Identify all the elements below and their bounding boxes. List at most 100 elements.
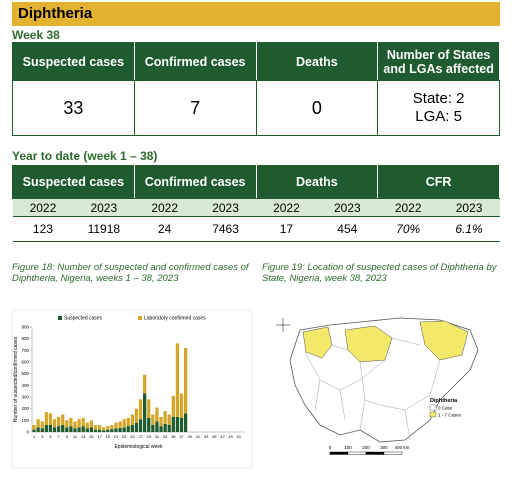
year: 2023 xyxy=(73,198,135,217)
y-tick-label: 500 xyxy=(21,371,29,376)
bar-segment xyxy=(126,418,130,427)
bar-segment xyxy=(151,414,155,425)
bar-segment xyxy=(56,416,61,427)
bar-segment xyxy=(122,419,126,428)
bar-segment xyxy=(163,423,167,432)
y-tick-label: 600 xyxy=(21,360,29,365)
x-tick-label: 33 xyxy=(163,434,168,439)
bar-segment xyxy=(44,412,48,425)
legend-swatch xyxy=(58,316,62,320)
bar-segment xyxy=(77,419,81,428)
bar-segment xyxy=(52,419,57,428)
x-tick-label: 23 xyxy=(122,434,127,439)
year-row: 2022 2023 2022 2023 2022 2023 2022 2023 xyxy=(12,198,500,217)
cell: 70% xyxy=(377,216,439,242)
year: 2022 xyxy=(134,198,196,217)
bar-segment xyxy=(143,374,147,394)
x-tick-label: 9 xyxy=(66,434,69,439)
bar-segment xyxy=(69,418,73,427)
x-tick-label: 37 xyxy=(179,434,184,439)
y-tick-label: 900 xyxy=(21,325,29,330)
bar-segment xyxy=(183,348,188,414)
bar-segment xyxy=(138,419,143,432)
bar-segment xyxy=(143,393,147,432)
scale-label: 200 xyxy=(362,445,370,450)
bar-segment xyxy=(73,421,77,429)
scale-label: 400 km xyxy=(395,445,410,450)
x-tick-label: 17 xyxy=(97,434,102,439)
bar-segment xyxy=(179,418,184,432)
x-tick-label: 29 xyxy=(147,434,152,439)
bar-segment xyxy=(85,428,89,432)
bar-segment xyxy=(48,413,53,425)
bar-segment xyxy=(118,421,122,428)
chart-frame xyxy=(11,309,253,469)
bar-segment xyxy=(175,343,180,417)
map xyxy=(276,317,479,443)
y-tick-label: 300 xyxy=(21,395,29,400)
north-arrow xyxy=(276,318,290,332)
cell: 24 xyxy=(134,216,196,242)
bar-segment xyxy=(159,416,163,427)
states-affected: State: 2 xyxy=(412,90,465,107)
scale-label: 300 xyxy=(380,445,388,450)
bar-segment xyxy=(151,425,155,432)
state-affected xyxy=(419,320,469,361)
bar-segment xyxy=(81,426,85,432)
bar-segment xyxy=(36,427,40,432)
y-tick-label: 100 xyxy=(21,418,29,423)
bar-segment xyxy=(61,425,65,432)
bar-segment xyxy=(147,418,151,432)
legend-label: Laboratory confirmed cases xyxy=(144,316,206,322)
column-header: Confirmed cases xyxy=(133,42,257,81)
year: 2022 xyxy=(12,198,74,217)
bar-segment xyxy=(171,395,175,417)
section-title: Diphtheria xyxy=(12,2,500,26)
lgas-affected: LGA: 5 xyxy=(415,108,462,125)
bar-segment xyxy=(179,393,184,418)
ytd-table: Suspected cases Confirmed cases Deaths CFR 2… xyxy=(12,165,500,242)
bar-segment xyxy=(122,427,126,432)
bar-segment xyxy=(73,428,77,432)
bar-segment xyxy=(130,425,134,432)
bar-segment xyxy=(32,429,36,432)
figure-caption: Figure 19: Location of suspected cases o… xyxy=(262,262,497,284)
column-header: Confirmed cases xyxy=(133,165,257,199)
x-tick-label: 43 xyxy=(204,434,209,439)
x-axis-label: Epidemiological week xyxy=(114,444,163,450)
header-row: Suspected cases Confirmed cases Deaths CFR xyxy=(12,165,500,199)
bar-segment xyxy=(93,429,98,432)
x-tick-label: 5 xyxy=(49,434,52,439)
bar-segment xyxy=(167,425,171,432)
bar-segment xyxy=(110,429,114,432)
x-tick-label: 15 xyxy=(89,434,94,439)
bar-segment xyxy=(134,408,139,423)
scale-segment xyxy=(365,451,385,455)
ytd-label: Year to date (week 1 – 38) xyxy=(12,149,158,163)
cell: 11918 xyxy=(73,216,135,242)
bar-segment xyxy=(44,425,48,432)
bar-segment xyxy=(155,407,159,422)
bar-segment xyxy=(52,427,57,432)
cell: 6.1% xyxy=(438,216,500,242)
cell: 123 xyxy=(12,216,74,242)
x-tick-label: 31 xyxy=(155,434,160,439)
year: 2022 xyxy=(256,198,317,217)
column-header: Number of States and LGAs affected xyxy=(377,42,500,81)
x-tick-label: 51 xyxy=(237,434,242,439)
bar-segment xyxy=(183,413,188,432)
bar-segment xyxy=(147,399,151,418)
bar-segment xyxy=(89,427,94,432)
bar-segment xyxy=(130,414,134,425)
year: 2022 xyxy=(377,198,439,217)
bar-segment xyxy=(85,422,89,429)
scale-segment xyxy=(329,451,349,455)
bar-segment xyxy=(106,426,110,430)
state-borders xyxy=(304,337,441,441)
bar-segment xyxy=(97,429,102,432)
bar-segment xyxy=(102,427,106,431)
x-tick-label: 27 xyxy=(138,434,143,439)
year: 2023 xyxy=(438,198,500,217)
